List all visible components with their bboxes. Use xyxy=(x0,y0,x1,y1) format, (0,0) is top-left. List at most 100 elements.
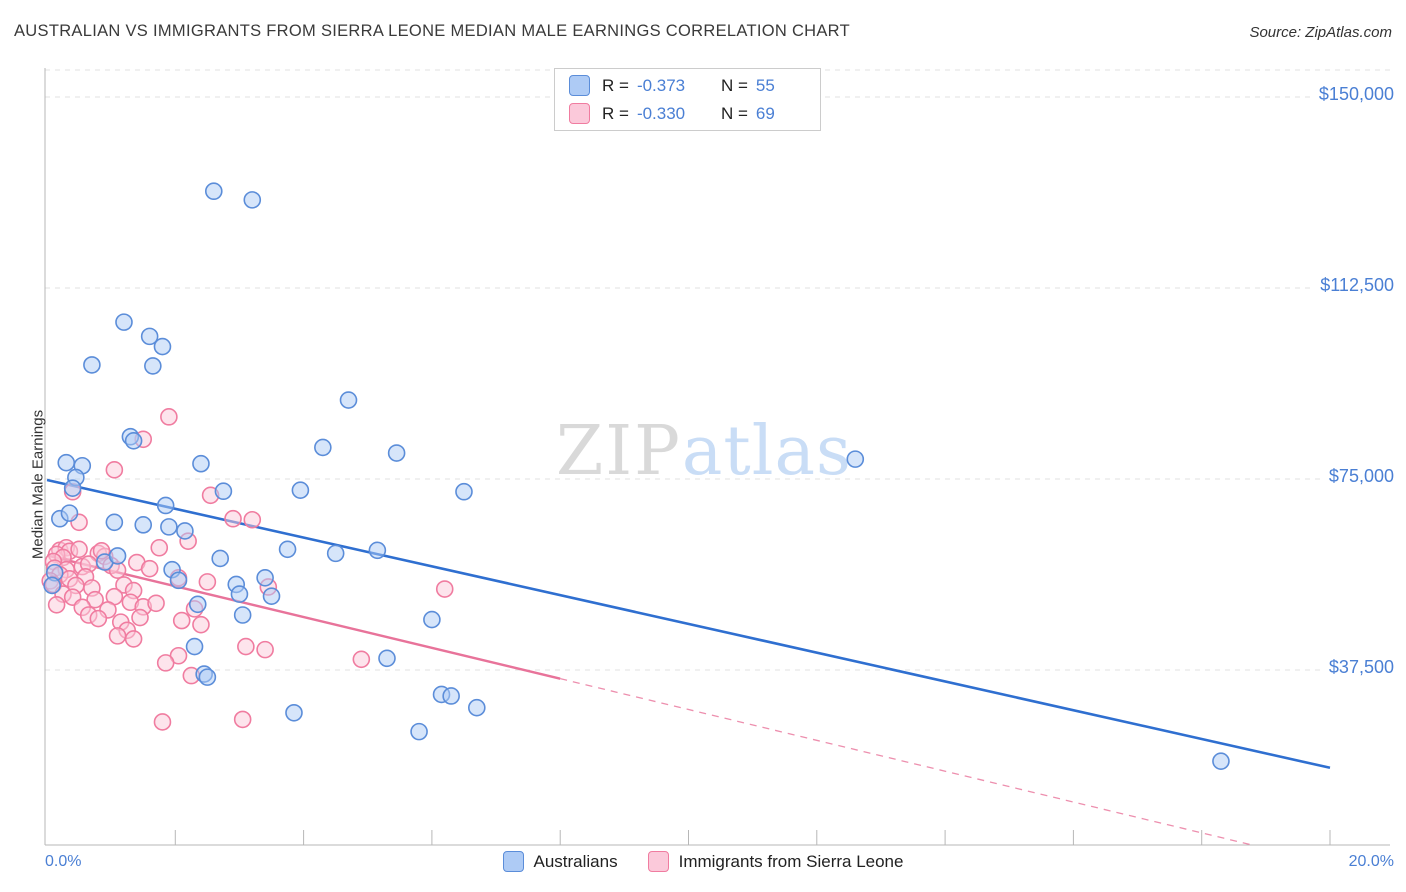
scatter-point-australians xyxy=(262,587,281,605)
scatter-point-sierra-leone xyxy=(140,559,159,578)
scatter-point-australians xyxy=(368,541,387,560)
scatter-point-sierra-leone xyxy=(192,615,210,634)
chart-title: AUSTRALIAN VS IMMIGRANTS FROM SIERRA LEO… xyxy=(14,22,850,40)
scatter-point-sierra-leone xyxy=(86,590,104,609)
legend-item-sierra-leone: Immigrants from Sierra Leone xyxy=(647,851,904,872)
scatter-point-australians xyxy=(285,703,303,722)
scatter-point-australians xyxy=(204,182,223,201)
scatter-point-australians xyxy=(230,585,249,603)
scatter-point-sierra-leone xyxy=(124,630,143,648)
scatter-point-australians xyxy=(846,450,865,468)
scatter-point-australians xyxy=(423,610,441,629)
n-label: N = xyxy=(720,75,748,95)
scatter-point-sierra-leone xyxy=(198,573,217,591)
legend-swatch-australians xyxy=(502,851,524,872)
scatter-point-sierra-leone xyxy=(243,510,262,529)
r-value-australians: -0.373 xyxy=(636,75,686,95)
y-tick-75000: $75,000 xyxy=(1322,466,1394,487)
scatter-point-australians xyxy=(468,698,486,717)
scatter-point-sierra-leone xyxy=(108,627,127,645)
scatter-point-australians xyxy=(211,549,230,568)
scatter-point-sierra-leone xyxy=(352,650,371,669)
scatter-point-sierra-leone xyxy=(256,640,274,659)
n-value-sierra-leone: 69 xyxy=(755,103,775,123)
scatter-point-australians xyxy=(124,431,143,450)
scatter-point-australians xyxy=(156,496,175,515)
legend-item-australians: Australians xyxy=(502,851,618,872)
n-value-australians: 55 xyxy=(755,75,775,95)
scatter-point-australians xyxy=(198,668,217,686)
scatter-point-sierra-leone xyxy=(70,540,88,559)
scatter-point-sierra-leone xyxy=(150,538,169,557)
scatter-point-australians xyxy=(339,391,358,409)
scatter-point-australians xyxy=(291,481,310,500)
scatter-point-sierra-leone xyxy=(160,408,178,426)
trend-line-australians xyxy=(46,478,1331,770)
y-tick-112500: $112,500 xyxy=(1314,275,1394,296)
scatter-point-australians xyxy=(192,454,210,473)
legend-swatch-sierra-leone xyxy=(647,851,669,872)
scatter-point-australians xyxy=(243,191,262,209)
scatter-point-sierra-leone xyxy=(131,608,149,627)
scatter-point-australians xyxy=(188,595,207,614)
scatter-point-australians xyxy=(140,327,159,346)
scatter-point-australians xyxy=(214,482,233,501)
legend-label-sierra-leone: Immigrants from Sierra Leone xyxy=(678,851,904,871)
watermark: ZIPatlas xyxy=(556,418,852,486)
legend-row-sierra-leone: R = -0.330 N = 69 xyxy=(569,103,806,124)
scatter-point-sierra-leone xyxy=(47,596,66,614)
r-label: R = xyxy=(602,75,629,95)
scatter-point-australians xyxy=(256,569,274,587)
scatter-point-australians xyxy=(169,571,188,590)
scatter-point-australians xyxy=(378,649,396,668)
scatter-point-australians xyxy=(442,687,460,705)
legend-swatch-australians xyxy=(569,75,590,96)
scatter-point-australians xyxy=(1212,752,1230,770)
scatter-point-australians xyxy=(455,482,473,501)
series-legend: Australians Immigrants from Sierra Leone xyxy=(0,851,1406,872)
scatter-point-australians xyxy=(108,547,127,565)
legend-label-australians: Australians xyxy=(533,851,618,871)
trend-line-sierra-leone xyxy=(46,554,561,680)
trend-line-sierra-leone xyxy=(560,678,1254,846)
scatter-point-sierra-leone xyxy=(237,637,255,656)
y-axis-label: Median Male Earnings xyxy=(29,409,47,560)
source-label: Source: ZipAtlas.com xyxy=(1249,24,1392,41)
n-label: N = xyxy=(720,103,748,123)
scatter-point-sierra-leone xyxy=(147,594,165,613)
scatter-point-sierra-leone xyxy=(224,509,242,528)
scatter-point-australians xyxy=(57,453,76,472)
x-axis-min-label: 0.0% xyxy=(45,853,82,870)
scatter-point-australians xyxy=(278,540,297,559)
scatter-point-sierra-leone xyxy=(435,580,454,598)
scatter-point-sierra-leone xyxy=(153,713,172,731)
r-label: R = xyxy=(602,103,629,123)
scatter-point-australians xyxy=(115,313,133,331)
scatter-point-sierra-leone xyxy=(89,609,108,628)
scatter-point-australians xyxy=(160,518,178,536)
scatter-point-sierra-leone xyxy=(105,461,124,479)
scatter-point-sierra-leone xyxy=(233,710,252,729)
scatter-point-australians xyxy=(410,722,428,741)
y-tick-150000: $150,000 xyxy=(1312,84,1394,105)
scatter-point-australians xyxy=(83,356,101,374)
scatter-point-australians xyxy=(63,479,82,497)
scatter-point-sierra-leone xyxy=(172,611,191,630)
correlation-legend: R = -0.373 N = 55 R = -0.330 N = 69 xyxy=(554,68,821,131)
r-value-sierra-leone: -0.330 xyxy=(636,103,686,123)
scatter-point-sierra-leone xyxy=(156,654,175,672)
scatter-point-australians xyxy=(134,516,153,534)
scatter-point-australians xyxy=(176,522,194,540)
scatter-point-australians xyxy=(43,576,61,595)
scatter-point-australians xyxy=(144,357,162,375)
y-tick-37500: $37,500 xyxy=(1322,657,1394,678)
x-axis-max-label: 20.0% xyxy=(1348,853,1394,870)
scatter-point-australians xyxy=(326,544,345,563)
watermark-atlas: atlas xyxy=(681,412,852,491)
scatter-point-australians xyxy=(153,337,172,356)
scatter-point-australians xyxy=(314,438,332,457)
scatter-point-australians xyxy=(387,444,406,462)
scatter-point-australians xyxy=(60,504,79,522)
